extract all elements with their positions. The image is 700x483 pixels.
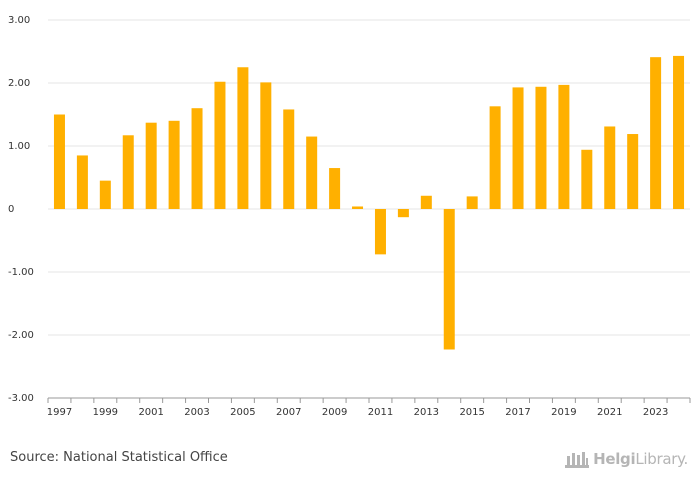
x-tick-label: 1999	[93, 407, 118, 418]
x-tick-label: 2003	[184, 407, 209, 418]
x-tick-label: 2005	[230, 407, 255, 418]
bar-chart: 3.00 2.00 1.00 0 -1.00 -2.00 -3.00 1997 1999 2001…	[8, 15, 691, 418]
bar-2022[interactable]	[627, 134, 639, 209]
bar-1999[interactable]	[99, 180, 111, 209]
bar-2013[interactable]	[420, 195, 432, 209]
bar-2019[interactable]	[558, 84, 570, 209]
bar-2024[interactable]	[673, 55, 685, 209]
x-tick-label: 2007	[276, 407, 301, 418]
helgi-library-logo[interactable]: Helgi Library.	[564, 449, 688, 469]
bar-2023[interactable]	[650, 57, 662, 209]
y-tick-label: -3.00	[8, 393, 34, 404]
x-tick-label: 1997	[47, 407, 72, 418]
bar-2002[interactable]	[168, 120, 180, 209]
x-tick-label: 2015	[459, 407, 484, 418]
library-building-icon	[565, 452, 590, 468]
x-tick-label: 2013	[414, 407, 439, 418]
x-tick-label: 2009	[322, 407, 347, 418]
bar-2016[interactable]	[489, 106, 501, 209]
bar-2001[interactable]	[145, 122, 157, 209]
bar-2006[interactable]	[260, 82, 272, 209]
brand-suffix: Library.	[635, 450, 688, 468]
bar-1997[interactable]	[53, 114, 65, 210]
brand-name: Helgi	[593, 450, 636, 468]
bar-2003[interactable]	[191, 108, 203, 209]
y-tick-label: 2.00	[8, 78, 30, 89]
bar-2009[interactable]	[329, 168, 341, 209]
bar-2020[interactable]	[581, 149, 593, 209]
bar-2000[interactable]	[122, 135, 134, 209]
source-note: Source: National Statistical Office	[10, 450, 228, 465]
y-tick-label: -1.00	[8, 267, 34, 278]
x-tick-label: 2019	[551, 407, 576, 418]
y-tick-label: 3.00	[8, 15, 30, 26]
x-tick-label: 2023	[643, 407, 668, 418]
bar-2004[interactable]	[214, 81, 226, 209]
x-tick-label: 2011	[368, 407, 393, 418]
bar-2015[interactable]	[466, 196, 478, 209]
bar-2007[interactable]	[283, 109, 295, 209]
x-tick-label: 2017	[505, 407, 530, 418]
y-tick-label: -2.00	[8, 330, 34, 341]
x-tick-label: 2001	[138, 407, 163, 418]
bar-1998[interactable]	[76, 155, 88, 209]
bar-2018[interactable]	[535, 86, 547, 209]
x-tick-label: 2021	[597, 407, 622, 418]
bar-2008[interactable]	[306, 136, 318, 209]
bar-2011[interactable]	[374, 209, 386, 255]
bar-2021[interactable]	[604, 126, 616, 209]
bar-2010[interactable]	[352, 206, 364, 209]
bar-2005[interactable]	[237, 67, 249, 209]
y-tick-label: 1.00	[8, 141, 30, 152]
bar-2012[interactable]	[397, 209, 409, 218]
y-tick-label: 0	[8, 204, 14, 215]
bar-2014[interactable]	[443, 209, 455, 350]
bar-2017[interactable]	[512, 87, 524, 209]
